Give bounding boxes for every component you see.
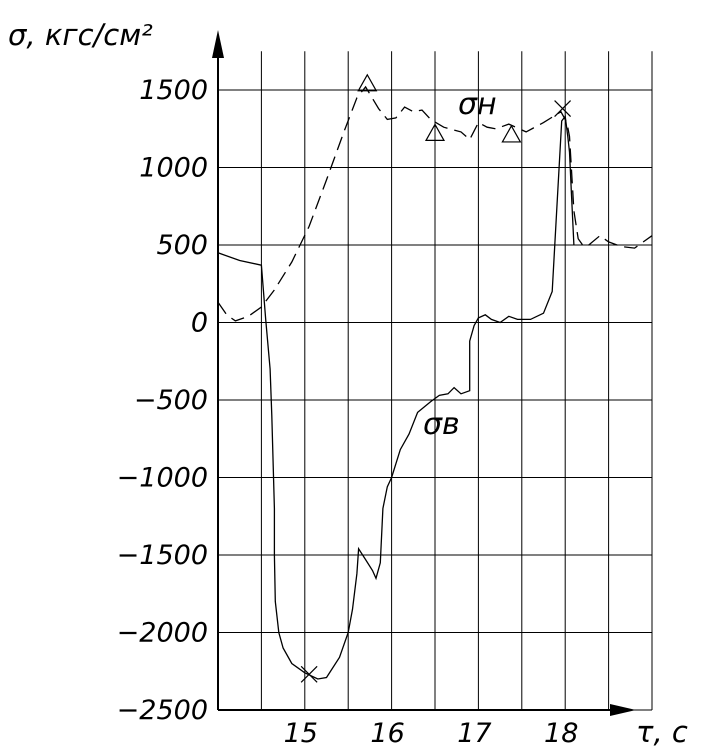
cross-marker bbox=[554, 100, 572, 118]
y-tick-label: 0 bbox=[191, 308, 208, 339]
triangle-marker bbox=[357, 73, 378, 92]
x-tick-label: 17 bbox=[457, 718, 491, 748]
series-line-0 bbox=[217, 85, 653, 322]
y-tick-label: −500 bbox=[134, 385, 208, 416]
y-tick-label: −1500 bbox=[117, 540, 208, 571]
y-tick-label: 1000 bbox=[139, 153, 208, 184]
y-tick-label: −2500 bbox=[117, 695, 208, 726]
series-label-sigma-v: σв bbox=[423, 407, 460, 442]
axes: 1500 1000 500 0 −500 −1000 −1500 −2000 −2500 15 16… bbox=[117, 30, 636, 748]
x-axis-label: τ, с bbox=[636, 715, 688, 748]
grid bbox=[218, 51, 653, 711]
y-tick-label: −2000 bbox=[117, 618, 208, 649]
y-tick-label: 500 bbox=[156, 230, 208, 261]
x-tick-label: 18 bbox=[544, 718, 578, 748]
series-line-1 bbox=[217, 114, 575, 680]
label-layer: σ, кгс/см² τ, с σн σв bbox=[8, 18, 688, 748]
y-axis-label: σ, кгс/см² bbox=[8, 18, 153, 52]
y-axis-arrow bbox=[212, 30, 224, 58]
y-tick-label: −1000 bbox=[117, 463, 208, 494]
series-label-sigma-n: σн bbox=[458, 87, 497, 122]
cross-marker bbox=[300, 665, 318, 683]
x-tick-label: 16 bbox=[370, 718, 404, 748]
triangle-marker bbox=[501, 124, 522, 143]
marker-layer bbox=[300, 73, 572, 683]
triangle-marker bbox=[424, 123, 446, 141]
x-tick-label: 15 bbox=[284, 718, 318, 748]
series-layer bbox=[217, 85, 653, 680]
x-axis-arrow bbox=[610, 704, 636, 716]
y-tick-label: 1500 bbox=[139, 75, 208, 106]
